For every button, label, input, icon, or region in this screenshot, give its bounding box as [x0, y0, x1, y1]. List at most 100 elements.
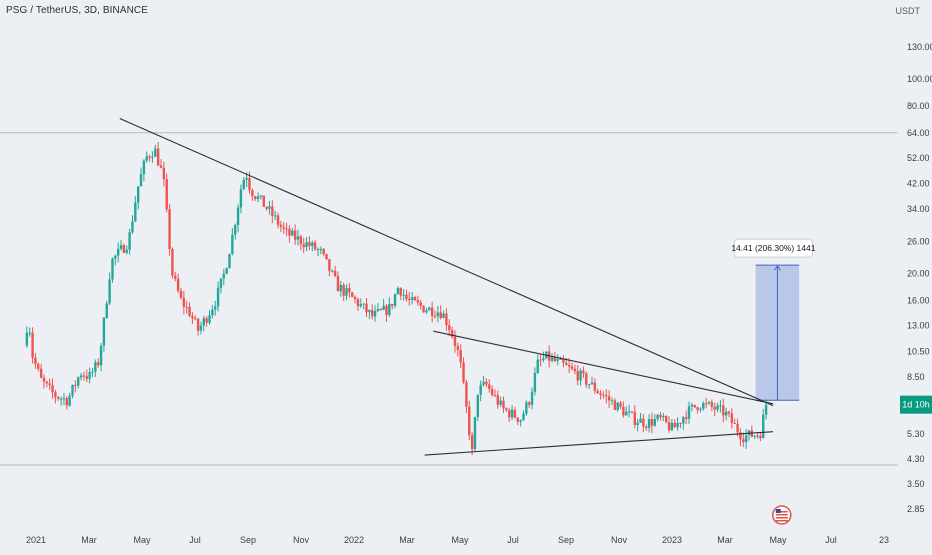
- candle-body: [251, 190, 254, 197]
- candle-body: [202, 318, 206, 326]
- candle-body: [322, 248, 325, 254]
- flag-stripe: [775, 511, 788, 513]
- measure-tool[interactable]: [755, 264, 800, 401]
- y-tick-label: 52.00: [907, 153, 930, 163]
- candle-body: [476, 394, 480, 417]
- candle-body: [567, 365, 571, 367]
- candle-body: [576, 371, 579, 381]
- candle-body: [388, 303, 391, 315]
- x-tick-label: 2021: [26, 535, 46, 545]
- candle-body: [565, 362, 568, 366]
- candle-body: [371, 310, 374, 317]
- candle-body: [139, 174, 143, 187]
- candle-body: [633, 412, 636, 425]
- candle-body: [667, 422, 671, 431]
- countdown-badge: [900, 395, 932, 414]
- candle-body: [536, 359, 539, 373]
- candle-body: [550, 357, 554, 361]
- measure-label-text: 14.41 (206.30%) 1441: [731, 243, 815, 253]
- candle-body: [236, 207, 240, 225]
- candle-body: [659, 414, 662, 418]
- candle-body: [676, 422, 679, 428]
- candle-body: [31, 332, 34, 358]
- candle-body: [742, 439, 745, 443]
- candle-body: [599, 393, 602, 395]
- x-tick-label: May: [451, 535, 469, 545]
- candle-body: [630, 411, 634, 413]
- candle-body: [156, 148, 160, 166]
- candle-body: [670, 422, 674, 431]
- candle-body: [502, 400, 505, 409]
- flag-icon-group[interactable]: [772, 505, 792, 525]
- y-tick-label: 3.50: [907, 479, 925, 489]
- candle-body: [48, 383, 51, 386]
- candle-body: [539, 359, 542, 361]
- candle-body: [131, 221, 134, 233]
- y-tick-label: 64.00: [907, 128, 930, 138]
- candle-body: [682, 417, 685, 424]
- y-tick-label: 16.00: [907, 295, 930, 305]
- candle-body: [570, 366, 574, 369]
- candle-body: [333, 270, 337, 276]
- candle-body: [319, 248, 323, 250]
- candle-body: [62, 398, 66, 400]
- candle-body: [359, 304, 362, 307]
- candle-body: [673, 422, 676, 428]
- candle-body: [587, 384, 591, 386]
- candle-body: [479, 384, 482, 395]
- candle-body: [188, 306, 191, 317]
- candle-body: [710, 402, 714, 407]
- candle-body: [353, 296, 357, 300]
- candle-body: [245, 178, 248, 180]
- candle-body: [82, 375, 86, 377]
- candle-body: [296, 236, 300, 240]
- candle-body: [174, 275, 177, 279]
- candle-body: [114, 255, 117, 259]
- candle-body: [119, 245, 123, 249]
- trendlines[interactable]: [119, 118, 774, 456]
- candle-body: [365, 303, 368, 313]
- candle-body: [268, 206, 271, 209]
- time-axis[interactable]: 2021 Mar May Jul Sep Nov 2022 Mar May Jul Sep Nov 20…: [26, 535, 889, 545]
- candle-body: [194, 318, 197, 320]
- candle-body: [285, 228, 288, 230]
- candle-body: [516, 417, 519, 422]
- candle-body: [636, 422, 639, 425]
- quote-currency-label: USDT: [895, 6, 921, 16]
- candle-body: [99, 345, 103, 366]
- candle-body: [590, 382, 594, 385]
- flag-stripe: [775, 514, 788, 516]
- candle-body: [248, 178, 251, 191]
- candle-body: [253, 196, 257, 199]
- candle-body: [436, 312, 440, 317]
- candle-body: [308, 242, 311, 247]
- candle-body: [616, 402, 619, 410]
- candle-body: [422, 305, 425, 313]
- candle-body: [699, 408, 702, 410]
- x-tick-label: Sep: [240, 535, 256, 545]
- candle-body: [102, 317, 106, 346]
- candle-body: [642, 418, 645, 427]
- candle-body: [199, 325, 203, 331]
- candle-body: [696, 407, 699, 410]
- candle-body: [485, 381, 488, 385]
- candle-body: [410, 297, 414, 300]
- candle-body: [219, 278, 223, 288]
- y-tick-label: 13.00: [907, 320, 930, 330]
- candle-body: [293, 230, 297, 240]
- candle-body: [707, 402, 711, 404]
- candle-body: [519, 420, 522, 422]
- candle-body: [656, 414, 659, 420]
- candle-body: [208, 315, 211, 323]
- candle-body: [262, 195, 265, 207]
- candle-body: [305, 242, 308, 248]
- candle-body: [59, 398, 63, 400]
- candle-body: [34, 357, 37, 365]
- candle-body: [368, 310, 371, 313]
- candle-body: [196, 318, 200, 331]
- candle-body: [185, 306, 188, 308]
- price-axis[interactable]: 130.00 100.00 80.00 64.00 52.00 42.00 34.00 26.…: [907, 42, 932, 514]
- candle-body: [88, 371, 91, 379]
